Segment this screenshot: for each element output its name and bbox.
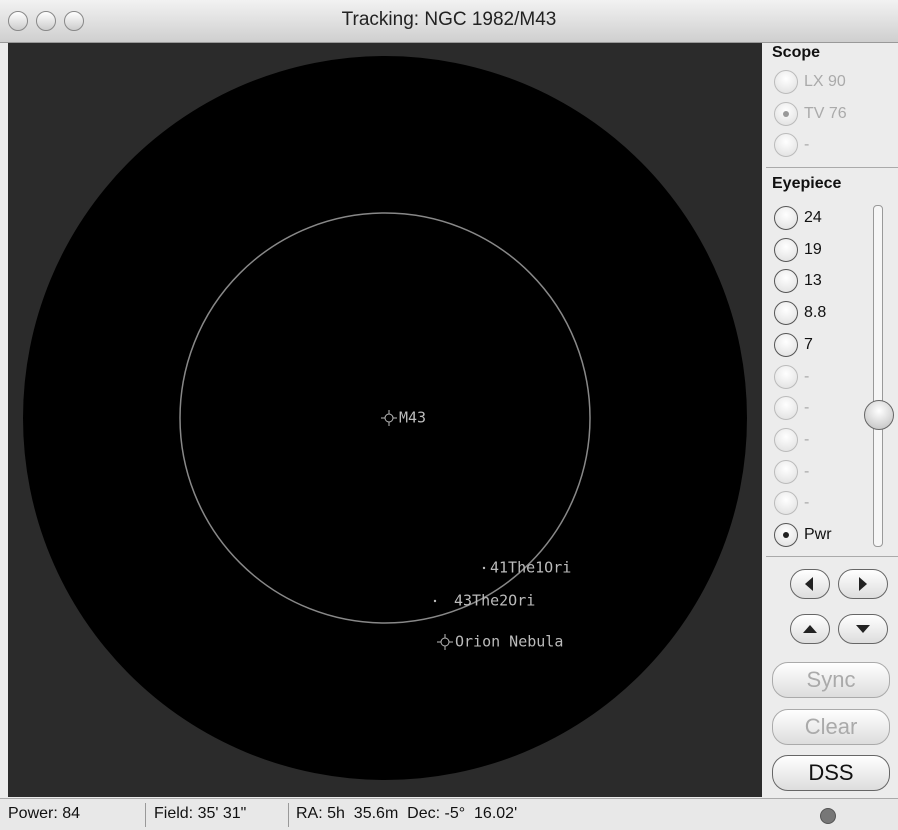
action-button[interactable]: DSS: [772, 755, 890, 791]
radio-label: LX 90: [804, 73, 846, 90]
left-arrow-button[interactable]: [790, 569, 830, 599]
crosshair: [381, 410, 397, 426]
object-label[interactable]: 43The2Ori: [454, 592, 535, 610]
separator: [766, 556, 898, 557]
radio-label: -: [804, 494, 810, 512]
radio-dot: [783, 110, 789, 117]
eyepiece-circle: [179, 212, 591, 624]
radio-button[interactable]: [774, 301, 798, 326]
radio-label: 24: [804, 209, 822, 226]
group-heading: Scope: [772, 44, 821, 61]
radio-label: TV 76: [804, 104, 847, 122]
down-arrow-button[interactable]: [838, 614, 888, 644]
radio-button: [774, 364, 798, 389]
radio-button[interactable]: [774, 332, 798, 357]
radio-label: -: [804, 399, 810, 417]
minimize-button[interactable]: [36, 11, 56, 31]
power-readout: Power: 84: [8, 805, 81, 822]
separator: [288, 803, 289, 827]
radio-button: [774, 396, 798, 421]
radio-button: [774, 427, 798, 452]
radio-label: -: [804, 430, 810, 448]
star: [433, 599, 437, 603]
radio-button[interactable]: [774, 237, 798, 262]
group-heading: Eyepiece: [772, 175, 842, 192]
title-bar: Tracking: NGC 1982/M43: [0, 0, 898, 43]
status-bar: Power: 84 Field: 35' 31" RA: 5h 35.6m De…: [0, 798, 898, 830]
close-button[interactable]: [8, 11, 28, 31]
radio-button[interactable]: [774, 523, 798, 547]
radio-label: 8.8: [804, 304, 827, 322]
radio-button: [774, 491, 798, 516]
radio-button: [774, 70, 798, 94]
radio-label: 19: [804, 240, 822, 258]
radio-label: -: [804, 462, 810, 480]
slider-track: [873, 205, 883, 547]
right-arrow-button[interactable]: [838, 569, 888, 599]
object-label[interactable]: Orion Nebula: [455, 633, 563, 651]
zoom-button[interactable]: [64, 11, 84, 31]
status-indicator: [820, 808, 836, 824]
radio-label: 13: [804, 272, 822, 290]
radio-button[interactable]: [774, 269, 798, 294]
slider-thumb[interactable]: [864, 400, 894, 430]
crosshair: [437, 634, 453, 650]
radio-button: [774, 459, 798, 484]
separator: [766, 167, 898, 168]
sky-view[interactable]: M43 41The1Ori 43The2Ori Orion Nebula: [8, 43, 762, 797]
radio-button: [774, 101, 798, 126]
window-title: Tracking: NGC 1982/M43: [341, 9, 557, 30]
object-label[interactable]: M43: [399, 409, 426, 427]
radio-label: Pwr: [804, 526, 832, 543]
action-button: Sync: [772, 662, 890, 698]
action-button: Clear: [772, 708, 890, 745]
radio-button: [774, 133, 798, 157]
radio-label: -: [804, 367, 810, 385]
up-arrow-button[interactable]: [790, 614, 830, 644]
radio-dot: [783, 532, 789, 538]
radio-button[interactable]: [774, 206, 798, 230]
object-label[interactable]: 41The1Ori: [490, 559, 571, 577]
coords-readout: RA: 5h 35.6m Dec: -5° 16.02': [296, 805, 518, 822]
radio-label: 7: [804, 335, 813, 353]
star: [482, 566, 486, 570]
field-readout: Field: 35' 31": [154, 805, 247, 822]
separator: [145, 803, 146, 827]
radio-label: -: [804, 136, 810, 153]
